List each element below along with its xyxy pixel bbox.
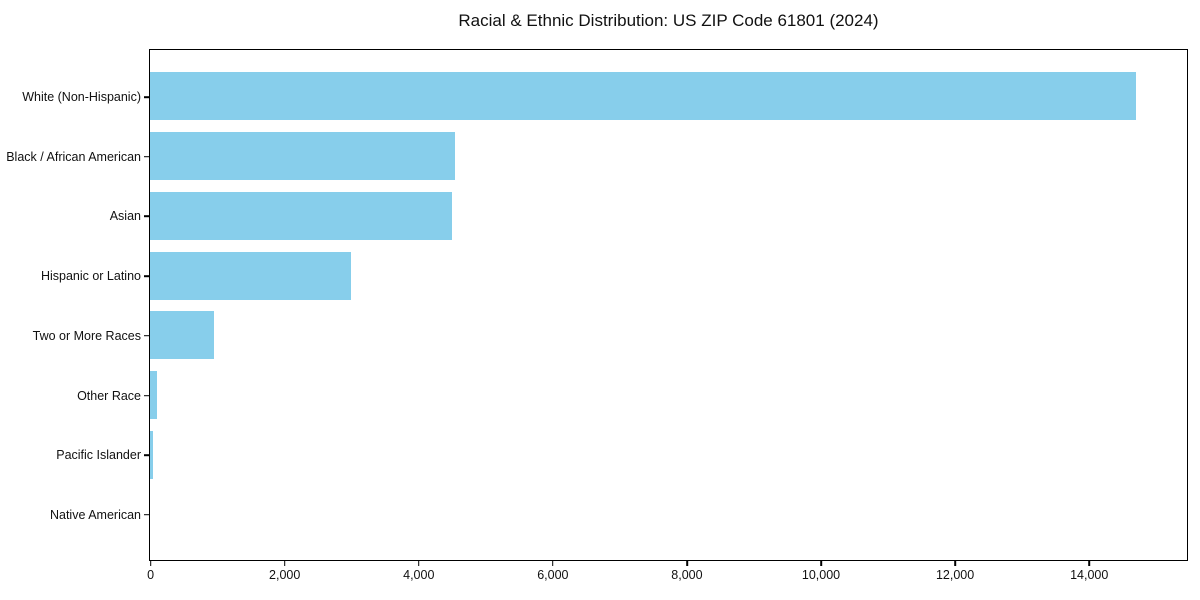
bar-white-non-hispanic [150, 72, 1136, 121]
bar-hispanic-or-latino [150, 251, 352, 300]
x-tick-label: 14,000 [1070, 568, 1109, 582]
y-axis-label: Asian [109, 209, 141, 224]
y-axis-label: White (Non-Hispanic) [22, 90, 141, 104]
y-tick-mark [144, 514, 149, 516]
x-tick-mark [686, 561, 688, 566]
y-tick-mark [144, 275, 149, 277]
x-tick-label: 12,000 [935, 568, 975, 582]
y-tick-mark [144, 335, 149, 337]
x-tick-label: 0 [147, 568, 155, 582]
x-tick-label: 6,000 [537, 568, 569, 582]
y-axis-label: Hispanic or Latino [40, 269, 141, 284]
bar-asian [150, 191, 452, 240]
y-axis-label: Other Race [77, 388, 141, 403]
y-axis-label: Native American [49, 507, 141, 522]
bar-pacific-islander [150, 430, 153, 479]
x-tick-mark [820, 561, 822, 566]
y-axis-label: Black / African American [6, 149, 141, 164]
x-tick-mark [149, 561, 152, 566]
y-tick-mark [144, 155, 149, 158]
y-axis-label: Pacific Islander [56, 448, 141, 463]
x-tick-label: 4,000 [403, 568, 435, 582]
bar-other-race [150, 370, 157, 419]
x-tick-mark [1088, 561, 1090, 566]
x-tick-label: 8,000 [671, 568, 703, 582]
bar-black-african-american [150, 132, 456, 181]
y-axis-label: Two or More Races [32, 328, 141, 343]
bar-two-or-more-races [150, 311, 214, 360]
plot-area [149, 49, 1188, 561]
x-tick-label: 2,000 [269, 568, 301, 582]
x-tick-mark [283, 561, 286, 566]
y-tick-mark [144, 215, 149, 218]
x-tick-mark [417, 561, 420, 566]
y-tick-mark [144, 394, 149, 397]
x-tick-mark [552, 561, 554, 566]
y-tick-mark [144, 454, 149, 456]
x-tick-label: 10,000 [801, 568, 841, 582]
y-tick-mark [144, 96, 149, 98]
chart-title: Racial & Ethnic Distribution: US ZIP Cod… [458, 11, 879, 30]
x-tick-mark [954, 561, 956, 566]
